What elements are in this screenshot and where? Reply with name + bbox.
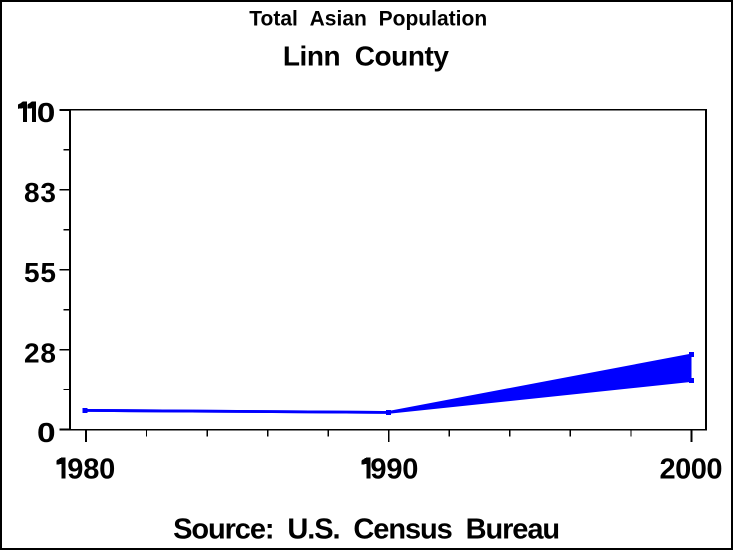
svg-text:0: 0 [37,97,56,128]
svg-text:55: 55 [24,257,56,288]
svg-text:980: 980 [67,454,115,486]
svg-text:2000: 2000 [660,454,723,486]
svg-text:0: 0 [37,417,56,448]
svg-text:83: 83 [24,177,56,208]
svg-text:28: 28 [24,337,56,368]
svg-text:Linn County: Linn County [283,41,449,72]
svg-text:Total Asian Population: Total Asian Population [249,7,487,30]
svg-text:Source: U.S. Census Bureau: Source: U.S. Census Bureau [173,513,560,545]
svg-text:990: 990 [370,454,418,486]
